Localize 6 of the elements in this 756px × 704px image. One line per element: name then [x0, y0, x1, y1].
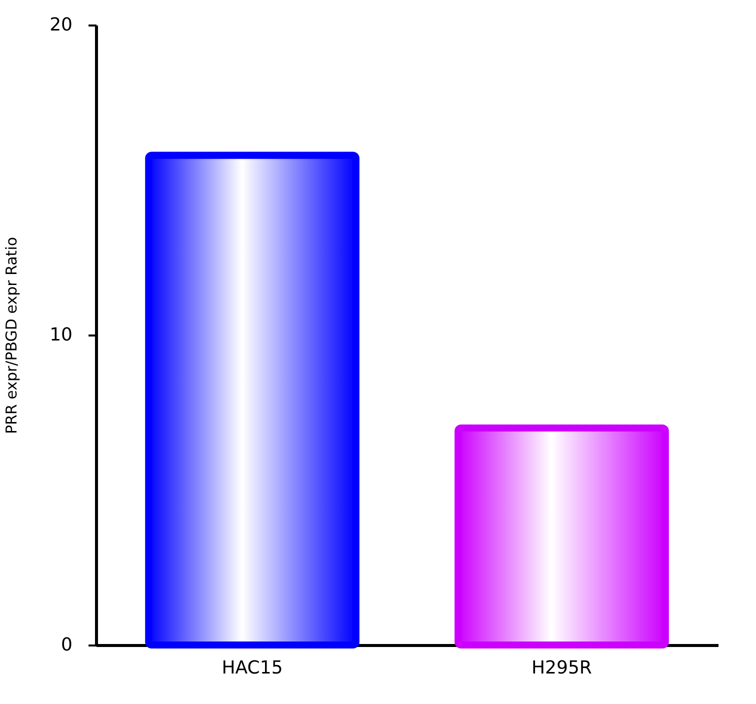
y-axis-title: PRR expr/PBGD expr Ratio	[2, 236, 21, 434]
x-tick-label: H295R	[532, 658, 592, 678]
x-tick-label: HAC15	[222, 658, 283, 678]
y-tick-label: 10	[50, 324, 72, 346]
y-tick-label: 20	[50, 14, 72, 36]
y-tick-label: 0	[61, 634, 72, 656]
